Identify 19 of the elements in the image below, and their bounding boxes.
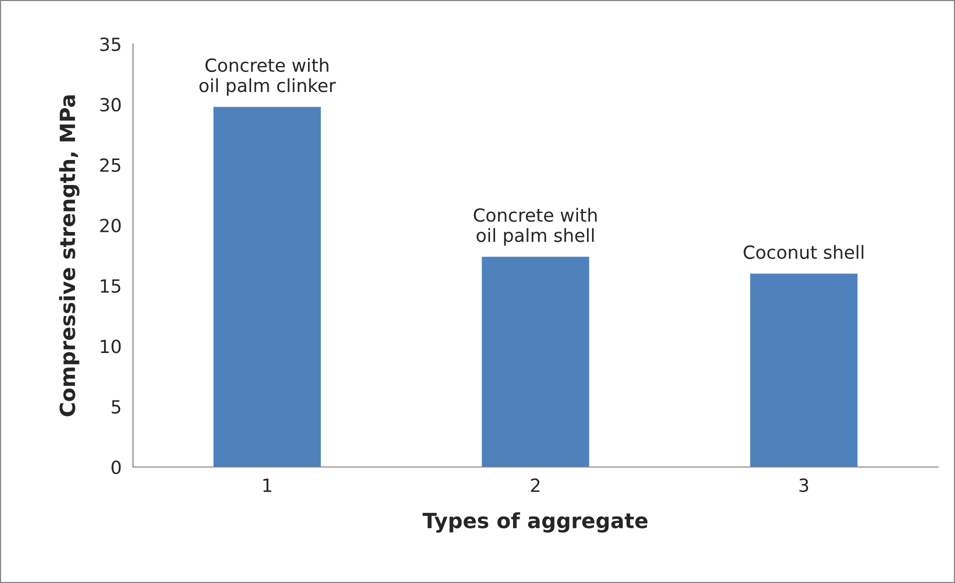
- annotation: Concrete with oil palm clinker: [199, 58, 336, 96]
- y-tick-label: 10: [100, 340, 121, 354]
- bar: [482, 256, 590, 467]
- y-axis-title: Compressive strength, MPa: [59, 95, 80, 416]
- y-tick-label: 25: [100, 158, 120, 172]
- x-axis-title: Types of aggregate: [422, 512, 648, 533]
- x-tick-label: 1: [263, 478, 272, 492]
- bar: [750, 274, 858, 467]
- y-tick-label: 5: [112, 400, 120, 414]
- annotation: Concrete with oil palm shell: [474, 208, 597, 246]
- y-tick-label: 20: [100, 218, 121, 232]
- bar: [214, 106, 321, 467]
- y-tick-label: 15: [100, 279, 120, 293]
- x-tick-label: 2: [531, 478, 540, 492]
- annotation: Coconut shell: [744, 245, 864, 260]
- y-tick-label: 35: [100, 37, 120, 52]
- x-tick-label: 3: [799, 478, 808, 492]
- y-tick-label: 0: [112, 460, 121, 474]
- y-tick-label: 30: [100, 98, 121, 112]
